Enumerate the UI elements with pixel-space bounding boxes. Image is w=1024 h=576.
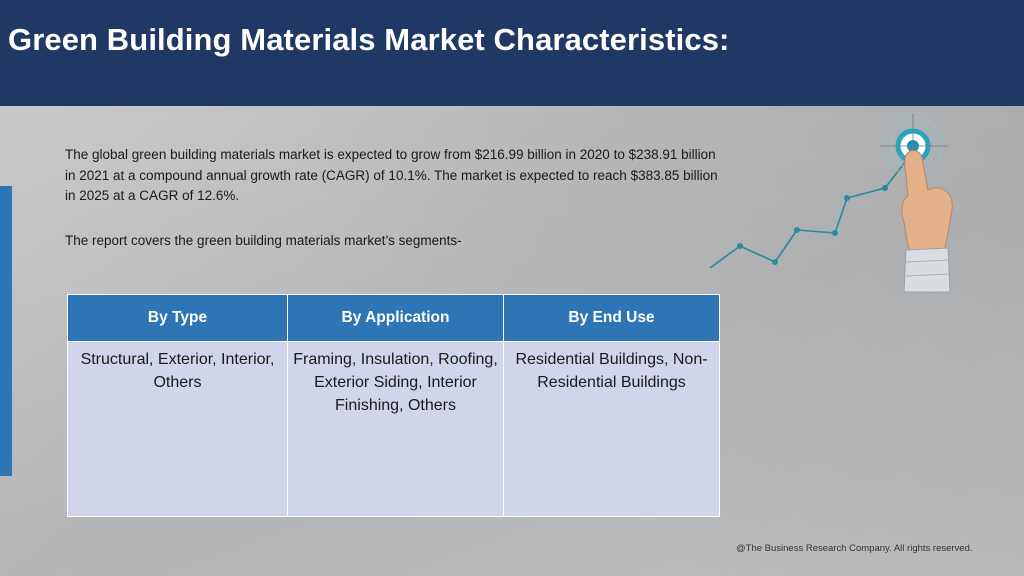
copyright-footer: @The Business Research Company. All righ…	[736, 543, 973, 554]
growth-target-illustration	[709, 114, 953, 293]
title-bar: Green Building Materials Market Characte…	[0, 0, 1024, 106]
growth-points-icon	[737, 185, 888, 265]
cell-end-use-values: Residential Buildings, Non-Residential B…	[503, 341, 720, 517]
market-summary-paragraph: The global green building materials mark…	[65, 147, 718, 203]
column-header-type: By Type	[67, 294, 288, 342]
cell-application-values: Framing, Insulation, Roofing, Exterior S…	[287, 341, 504, 517]
growth-line-icon	[709, 151, 914, 269]
column-header-application: By Application	[287, 294, 504, 342]
table-row: Structural, Exterior, Interior, Others F…	[67, 341, 720, 517]
segments-intro-text: The report covers the green building mat…	[65, 233, 462, 248]
page-title: Green Building Materials Market Characte…	[8, 22, 730, 57]
left-accent-bar	[0, 186, 12, 476]
table-header-row: By Type By Application By End Use	[67, 294, 720, 342]
pointing-hand-icon	[901, 149, 953, 293]
column-header-end-use: By End Use	[503, 294, 720, 342]
cell-type-values: Structural, Exterior, Interior, Others	[67, 341, 288, 517]
segments-table: By Type By Application By End Use Struct…	[67, 294, 720, 517]
